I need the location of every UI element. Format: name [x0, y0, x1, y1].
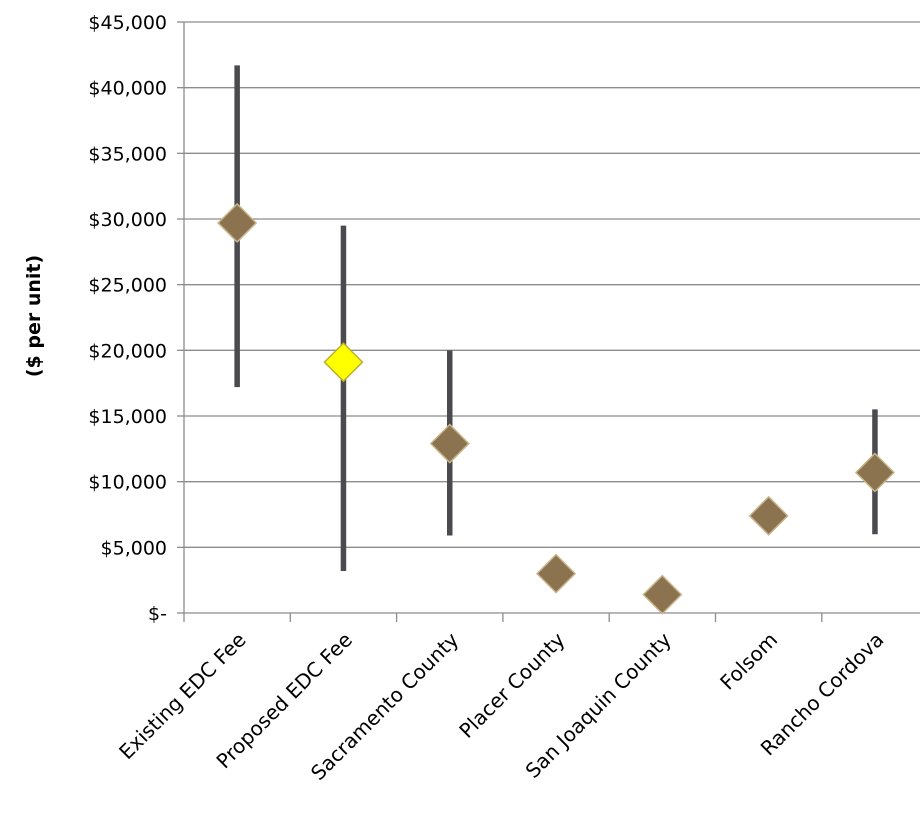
- y-tick-label: $35,000: [88, 143, 167, 165]
- y-tick-label: $30,000: [88, 209, 167, 231]
- y-tick-labels: $- $5,000 $10,000 $15,000 $20,000 $25,000 $30,…: [88, 12, 167, 625]
- x-category-label: Placer County: [454, 627, 569, 742]
- data-point: [854, 452, 896, 493]
- y-tick-label: $20,000: [88, 340, 167, 362]
- gridlines: [184, 21, 920, 548]
- y-tick-label: $5,000: [101, 537, 167, 559]
- y-tick-label: $25,000: [88, 275, 167, 297]
- data-point: [217, 202, 258, 244]
- y-tick-label: $-: [148, 603, 167, 625]
- data-point: [323, 342, 364, 383]
- axes: [177, 21, 920, 622]
- data-point: [429, 423, 470, 464]
- data-markers: [217, 202, 896, 615]
- y-tick-label: $15,000: [88, 406, 167, 428]
- y-tick-label: $40,000: [88, 78, 167, 100]
- range-lines: [234, 65, 878, 571]
- y-tick-label: $45,000: [88, 12, 167, 34]
- y-axis-title: ($ per unit): [23, 255, 45, 377]
- data-point: [535, 553, 577, 594]
- data-point: [642, 574, 683, 615]
- x-category-label: Folsom: [715, 628, 782, 695]
- y-tick-label: $10,000: [88, 472, 167, 494]
- data-point: [748, 495, 789, 536]
